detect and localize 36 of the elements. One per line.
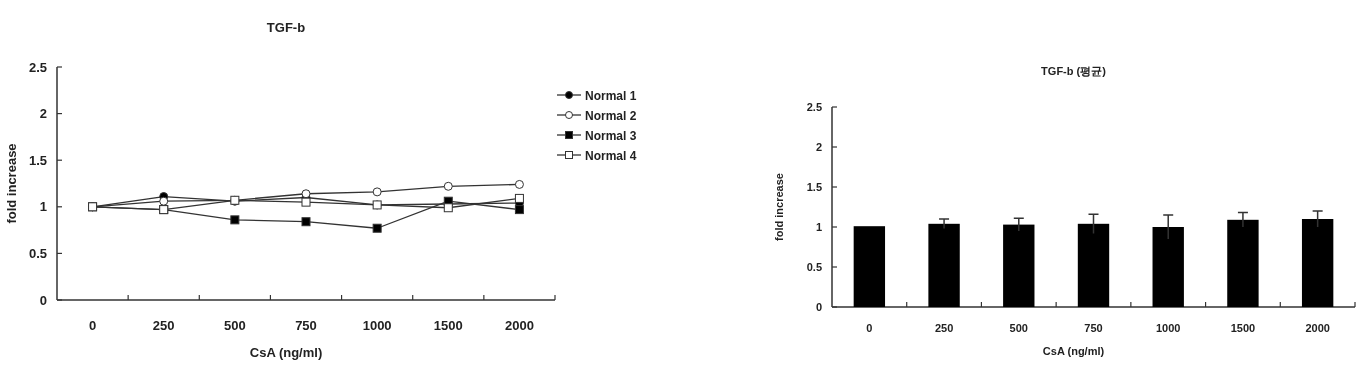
x-tick-label: 1000 xyxy=(1155,322,1181,335)
legend-label: Normal 1 xyxy=(585,88,637,103)
y-tick-label: 0.5 xyxy=(28,246,47,262)
x-tick-label: 500 xyxy=(224,317,246,333)
y-tick-label: 1.5 xyxy=(806,180,822,193)
x-tick-label: 500 xyxy=(1009,322,1028,335)
chart-title: TGF-b xyxy=(266,20,306,35)
y-tick-label: 1.5 xyxy=(28,152,47,168)
y-tick-label: 1 xyxy=(815,220,822,233)
x-tick-label: 0 xyxy=(88,317,97,333)
y-tick-label: 2.5 xyxy=(806,100,822,113)
y-tick-label: 0.5 xyxy=(806,260,822,273)
chart-title: TGF-b (평균) xyxy=(1041,65,1107,77)
x-tick-label: 250 xyxy=(934,322,954,335)
legend-label: Normal 3 xyxy=(585,128,637,143)
y-tick-label: 0 xyxy=(39,292,47,308)
x-tick-label: 2000 xyxy=(504,317,534,333)
x-tick-label: 0 xyxy=(866,322,873,335)
y-tick-label: 2 xyxy=(815,140,822,153)
x-tick-label: 1500 xyxy=(1230,322,1256,335)
y-tick-label: 2.5 xyxy=(28,59,47,75)
x-tick-label: 1000 xyxy=(362,317,392,333)
y-tick-label: 1 xyxy=(39,199,47,215)
x-tick-label: 2000 xyxy=(1305,322,1330,335)
x-axis-title: CsA (ng/ml) xyxy=(249,345,323,361)
y-tick-label: 2 xyxy=(39,106,47,122)
x-tick-label: 250 xyxy=(152,317,175,333)
y-axis-title: fold increase xyxy=(773,173,785,241)
legend-label: Normal 4 xyxy=(585,148,637,163)
x-tick-label: 1500 xyxy=(433,317,463,333)
y-tick-label: 0 xyxy=(815,300,822,313)
x-axis-title: CsA (ng/ml) xyxy=(1042,345,1105,358)
y-axis-title: fold increase xyxy=(4,143,19,224)
x-tick-label: 750 xyxy=(295,317,317,333)
legend-label: Normal 2 xyxy=(585,108,637,123)
x-tick-label: 750 xyxy=(1084,322,1103,335)
